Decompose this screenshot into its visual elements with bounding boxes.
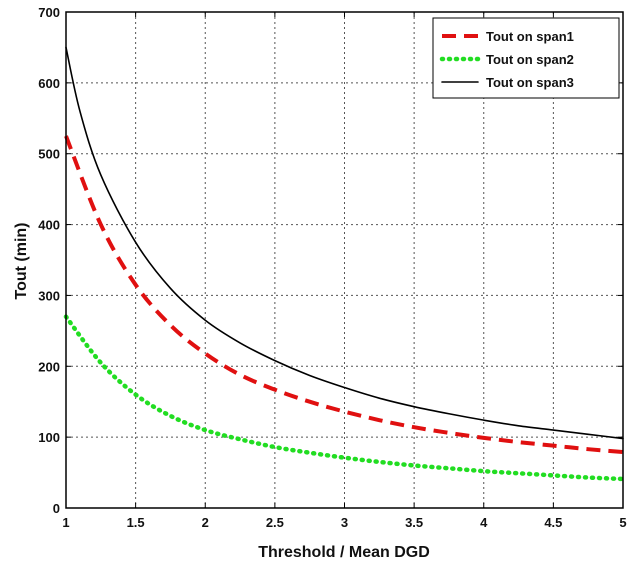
- x-tick-label: 2.5: [266, 515, 284, 530]
- series-line-span1: [64, 135, 624, 455]
- x-tick-label: 3: [341, 515, 348, 530]
- series-line-span3: [65, 46, 624, 440]
- legend-label-span2: Tout on span2: [486, 52, 574, 67]
- y-tick-label: 300: [38, 288, 60, 303]
- x-tick-label: 4: [480, 515, 488, 530]
- y-tick-labels: 0 100 200 300 400 500 600 700: [38, 5, 60, 516]
- y-tick-label: 600: [38, 76, 60, 91]
- y-tick-label: 0: [53, 501, 60, 516]
- x-tick-label: 1: [62, 515, 69, 530]
- x-tick-label: 1.5: [127, 515, 145, 530]
- legend-label-span1: Tout on span1: [486, 29, 574, 44]
- legend-label-span3: Tout on span3: [486, 75, 574, 90]
- y-tick-label: 500: [38, 147, 60, 162]
- y-tick-label: 200: [38, 359, 60, 374]
- y-tick-label: 400: [38, 218, 60, 233]
- x-tick-label: 5: [619, 515, 626, 530]
- series-line-span2: [63, 314, 626, 482]
- y-tick-label: 100: [38, 430, 60, 445]
- x-tick-labels: 1 1.5 2 2.5 3 3.5 4 4.5 5: [62, 515, 626, 530]
- series-group: [63, 46, 626, 482]
- y-axis-label: Tout (min): [13, 222, 30, 299]
- ticks: [65, 11, 624, 509]
- x-tick-label: 3.5: [405, 515, 423, 530]
- x-tick-label: 2: [202, 515, 209, 530]
- y-tick-label: 700: [38, 5, 60, 20]
- x-axis-label: Threshold / Mean DGD: [258, 544, 430, 561]
- legend: Tout on span1 Tout on span2 Tout on span…: [432, 17, 620, 99]
- x-tick-label: 4.5: [544, 515, 562, 530]
